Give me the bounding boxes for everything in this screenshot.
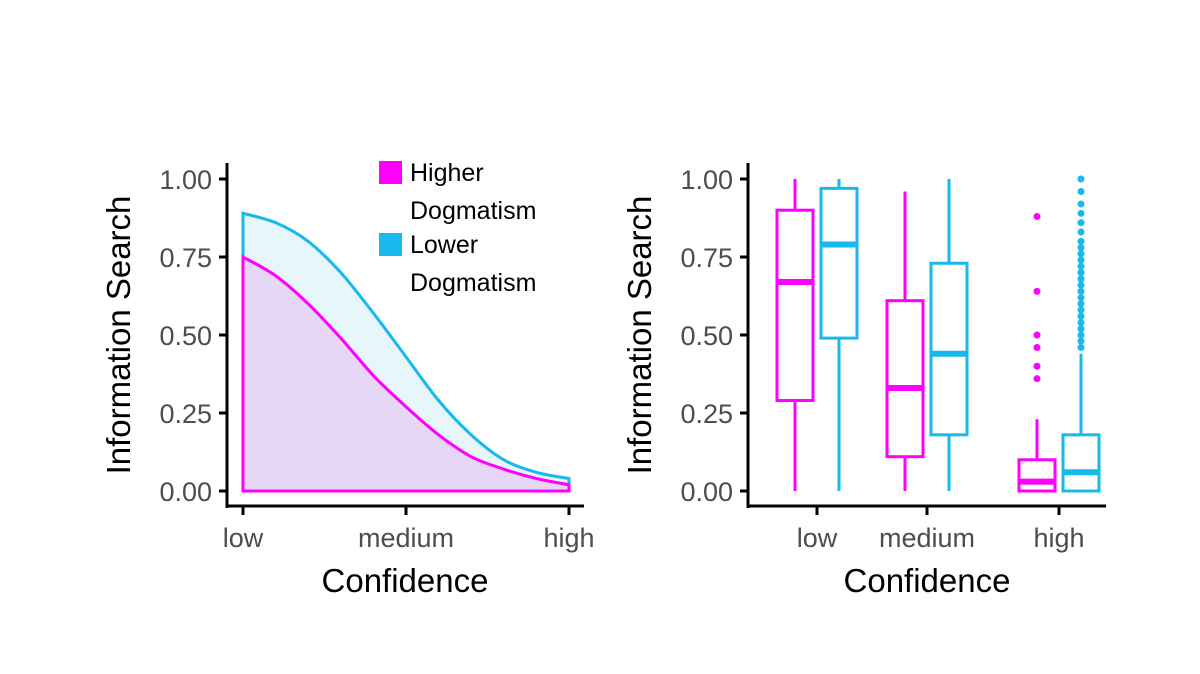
box-lower-low (819, 186, 859, 340)
area-y-tick-label: 0.00 (159, 477, 212, 507)
box-x-tick-label: medium (879, 523, 975, 553)
series-line-higher-dogmatism (241, 254, 571, 493)
outlier-point-lower (1077, 319, 1085, 327)
outlier-point-lower (1077, 200, 1085, 208)
outlier-point-lower (1077, 275, 1085, 283)
outlier-point-lower (1077, 219, 1085, 227)
outlier-point-lower (1077, 262, 1085, 270)
area-y-tick-label: 0.75 (159, 243, 212, 273)
outlier-point-lower (1077, 337, 1085, 345)
area-x-tick-label: medium (358, 523, 454, 553)
outlier-point-lower (1077, 250, 1085, 258)
outlier-point-lower (1077, 312, 1085, 320)
outlier-point-lower (1077, 331, 1085, 339)
box-higher-medium (885, 299, 925, 459)
box-y-tick-label: 1.00 (680, 165, 733, 195)
box-chart: 0.00 0.25 0.50 0.75 1.00 low medium high Confid… (621, 163, 1106, 599)
area-y-tick-label: 1.00 (159, 165, 212, 195)
area-x-axis-title: Confidence (322, 562, 489, 599)
box-y-tick-label: 0.00 (680, 477, 733, 507)
outlier-point-higher (1033, 343, 1041, 351)
outlier-point-lower (1077, 281, 1085, 289)
box-lower-medium (929, 261, 969, 437)
box-y-tick-label: 0.25 (680, 399, 733, 429)
area-axes: 0.00 0.25 0.50 0.75 1.00 low medium high (159, 163, 595, 553)
box-y-axis-title: Information Search (621, 196, 658, 475)
area-y-tick-label: 0.50 (159, 321, 212, 351)
area-y-tick-label: 0.25 (159, 399, 212, 429)
box-axes: 0.00 0.25 0.50 0.75 1.00 low medium high (680, 163, 1106, 553)
outlier-point-lower (1077, 187, 1085, 195)
legend-label-lower-line2: Dogmatism (410, 269, 536, 297)
outlier-point-higher (1033, 362, 1041, 370)
legend-label-higher-line1: Higher (410, 159, 484, 187)
outlier-point-lower (1077, 228, 1085, 236)
outlier-point-lower (1077, 306, 1085, 314)
box-x-axis-title: Confidence (844, 562, 1011, 599)
outlier-point-lower (1077, 256, 1085, 264)
outlier-point-higher (1033, 287, 1041, 295)
outlier-point-higher (1033, 375, 1041, 383)
legend: Higher Dogmatism Lower Dogmatism (379, 159, 536, 297)
outlier-point-lower (1077, 287, 1085, 295)
box-y-tick-label: 0.50 (680, 321, 733, 351)
outlier-point-lower (1077, 343, 1085, 351)
outlier-point-lower (1077, 237, 1085, 245)
box-x-tick-label: high (1033, 523, 1084, 553)
area-plot (241, 211, 571, 493)
outlier-point-lower (1077, 269, 1085, 277)
outlier-point-lower (1077, 294, 1085, 302)
outlier-point-lower (1077, 244, 1085, 252)
legend-label-lower-line1: Lower (410, 231, 478, 259)
legend-swatch-lower (379, 233, 402, 256)
legend-label-higher-line2: Dogmatism (410, 197, 536, 225)
area-fill-higher-dogmatism (243, 257, 569, 491)
outlier-point-lower (1077, 175, 1085, 183)
box-y-tick-label: 0.75 (680, 243, 733, 273)
box-plot (775, 175, 1101, 493)
outlier-point-lower (1077, 325, 1085, 333)
box-lower-high (1061, 433, 1101, 493)
area-chart: 0.00 0.25 0.50 0.75 1.00 low medium high Confid… (100, 159, 595, 599)
area-x-tick-label: low (223, 523, 264, 553)
area-x-tick-label: high (543, 523, 594, 553)
box-higher-high (1017, 458, 1057, 493)
outlier-point-higher (1033, 331, 1041, 339)
outlier-point-higher (1033, 212, 1041, 220)
outlier-point-lower (1077, 209, 1085, 217)
box-x-tick-label: low (797, 523, 838, 553)
area-y-axis-title: Information Search (100, 196, 137, 475)
box-higher-low (775, 208, 815, 403)
series-line-lower-dogmatism (241, 211, 571, 493)
legend-swatch-higher (379, 161, 402, 184)
outlier-point-lower (1077, 300, 1085, 308)
